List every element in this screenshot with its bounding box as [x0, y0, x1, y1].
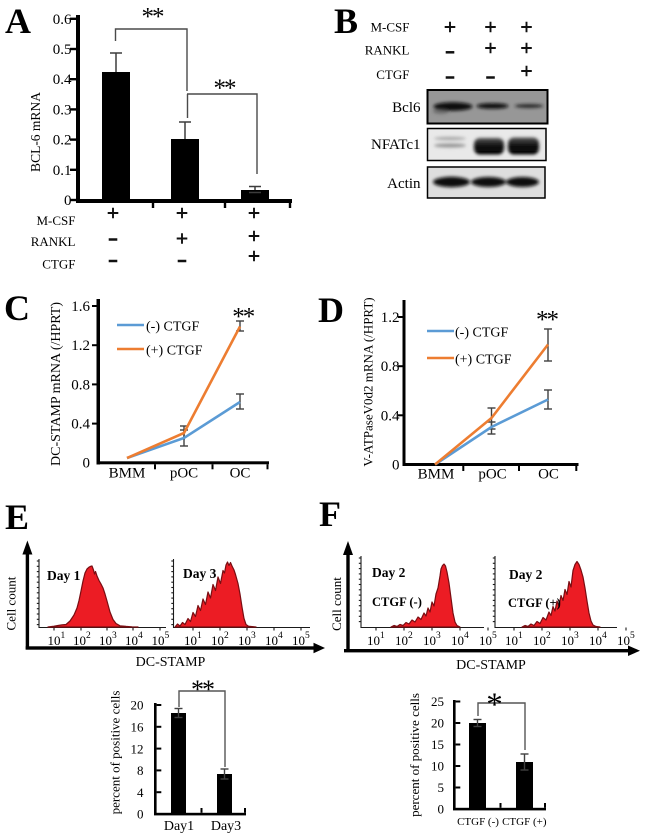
- svg-text:12: 12: [131, 741, 144, 756]
- svg-text:5: 5: [438, 780, 445, 795]
- svg-text:**: **: [191, 675, 214, 704]
- svg-text:20: 20: [131, 698, 144, 713]
- svg-text:**: **: [232, 304, 255, 331]
- svg-text:**: **: [142, 4, 165, 31]
- svg-text:BCL-6 mRNA: BCL-6 mRNA: [28, 92, 43, 172]
- svg-text:Day1: Day1: [164, 819, 194, 834]
- svg-text:Day3: Day3: [211, 819, 241, 834]
- svg-text:16: 16: [131, 720, 145, 735]
- svg-text:CTGF (+): CTGF (+): [502, 816, 547, 828]
- svg-text:RANKL: RANKL: [365, 43, 410, 58]
- svg-text:M-CSF: M-CSF: [370, 20, 409, 35]
- svg-text:CTGF (-): CTGF (-): [457, 816, 499, 828]
- svg-text:V-ATPaseV0d2 mRNA (/HPRT): V-ATPaseV0d2 mRNA (/HPRT): [360, 297, 375, 466]
- svg-text:0: 0: [64, 193, 72, 209]
- svg-text:pOC: pOC: [478, 467, 506, 483]
- svg-text:(+) CTGF: (+) CTGF: [455, 353, 512, 368]
- svg-text:Day 2: Day 2: [509, 567, 543, 582]
- svg-text:Day 2: Day 2: [372, 565, 406, 580]
- svg-text:M-CSF: M-CSF: [36, 213, 75, 228]
- svg-text:0.2: 0.2: [53, 133, 72, 149]
- svg-text:CTGF (+): CTGF (+): [508, 596, 561, 610]
- svg-text:(-) CTGF: (-) CTGF: [455, 326, 508, 341]
- svg-text:15: 15: [431, 737, 444, 752]
- svg-text:Cell count: Cell count: [329, 577, 344, 631]
- svg-text:0: 0: [392, 458, 400, 474]
- svg-text:percent of positive cells: percent of positive cells: [407, 693, 422, 817]
- svg-text:E: E: [5, 497, 29, 537]
- svg-text:0.4: 0.4: [381, 408, 400, 424]
- svg-text:0: 0: [137, 807, 144, 822]
- svg-text:0.4: 0.4: [53, 72, 72, 88]
- svg-text:CTGF (-): CTGF (-): [372, 595, 422, 609]
- svg-text:25: 25: [431, 694, 444, 709]
- svg-text:(-) CTGF: (-) CTGF: [146, 320, 199, 335]
- svg-text:A: A: [5, 1, 31, 41]
- svg-text:10: 10: [431, 759, 444, 774]
- svg-text:0.1: 0.1: [53, 163, 72, 179]
- svg-text:*: *: [486, 687, 503, 723]
- svg-text:CTGF: CTGF: [42, 257, 75, 272]
- svg-text:Day 3: Day 3: [183, 566, 217, 581]
- svg-text:**: **: [214, 75, 237, 102]
- svg-text:B: B: [334, 1, 358, 41]
- svg-text:pOC: pOC: [170, 466, 198, 482]
- svg-text:0.8: 0.8: [71, 377, 90, 393]
- svg-text:0: 0: [438, 802, 445, 817]
- svg-text:**: **: [536, 307, 559, 334]
- svg-text:1.2: 1.2: [381, 310, 400, 326]
- svg-text:BMM: BMM: [109, 466, 146, 482]
- svg-text:0.8: 0.8: [381, 359, 400, 375]
- svg-text:Bcl6: Bcl6: [392, 100, 421, 116]
- svg-text:1.6: 1.6: [71, 299, 90, 315]
- svg-text:Cell count: Cell count: [3, 576, 18, 630]
- svg-text:0.3: 0.3: [53, 102, 72, 118]
- svg-text:1.2: 1.2: [71, 338, 90, 354]
- svg-text:4: 4: [137, 785, 144, 800]
- svg-text:D: D: [318, 290, 344, 330]
- svg-text:CTGF: CTGF: [376, 67, 409, 82]
- svg-text:Day 1: Day 1: [47, 568, 81, 583]
- svg-text:percent of positive cells: percent of positive cells: [107, 691, 122, 815]
- svg-text:RANKL: RANKL: [31, 234, 76, 249]
- svg-text:OC: OC: [230, 466, 251, 482]
- svg-text:DC-STAMP: DC-STAMP: [456, 658, 526, 673]
- svg-text:BMM: BMM: [418, 467, 455, 483]
- svg-text:20: 20: [431, 716, 444, 731]
- svg-text:0.5: 0.5: [53, 42, 72, 58]
- svg-text:8: 8: [137, 763, 144, 778]
- svg-text:F: F: [319, 494, 341, 534]
- svg-text:NFATc1: NFATc1: [371, 137, 421, 153]
- svg-text:OC: OC: [538, 467, 559, 483]
- svg-text:DC-STAMP: DC-STAMP: [136, 655, 206, 670]
- svg-text:0: 0: [83, 456, 91, 472]
- svg-text:0.4: 0.4: [71, 417, 90, 433]
- svg-text:(+) CTGF: (+) CTGF: [146, 344, 203, 359]
- svg-text:0.6: 0.6: [53, 12, 72, 28]
- svg-text:C: C: [4, 288, 30, 328]
- svg-text:DC-STAMP mRNA (/HPRT): DC-STAMP mRNA (/HPRT): [49, 302, 64, 466]
- svg-text:Actin: Actin: [387, 176, 421, 192]
